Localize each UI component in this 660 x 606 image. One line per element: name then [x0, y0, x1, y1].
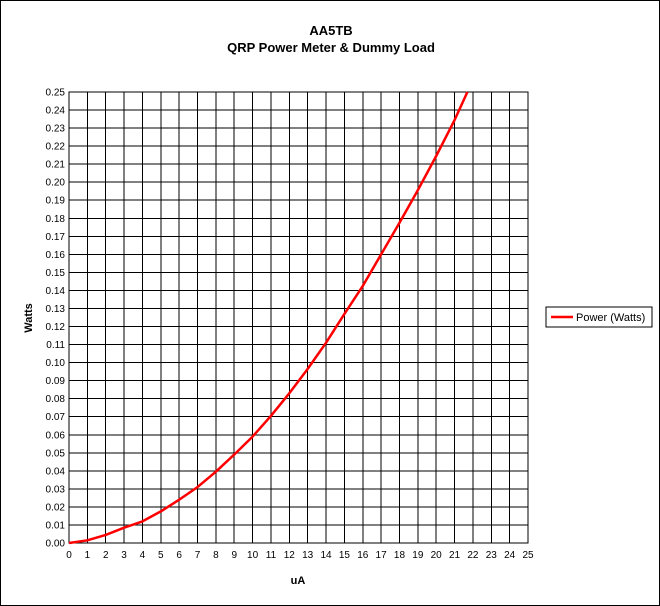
- plot-area-border: [68, 91, 529, 544]
- y-tick-label: 0.01: [46, 520, 66, 531]
- legend: Power (Watts): [545, 306, 653, 328]
- y-tick-label: 0.21: [46, 160, 66, 171]
- y-tick-label: 0.14: [46, 286, 66, 297]
- x-tick-label: 7: [195, 550, 201, 561]
- chart-title-line-2: QRP Power Meter & Dummy Load: [227, 40, 435, 55]
- y-tick-label: 0.25: [46, 88, 66, 99]
- x-tick-label: 16: [357, 550, 369, 561]
- y-tick-label: 0.09: [46, 376, 66, 387]
- y-tick-label: 0.17: [46, 232, 66, 243]
- series-layer: [68, 91, 469, 545]
- y-tick-label: 0.18: [46, 214, 66, 225]
- x-tick-label: 21: [449, 550, 461, 561]
- y-tick-label: 0.10: [46, 358, 66, 369]
- y-tick-label: 0.19: [46, 196, 66, 207]
- y-tick-label: 0.12: [46, 322, 66, 333]
- x-tick-label: 12: [284, 550, 296, 561]
- x-tick-label: 22: [467, 550, 479, 561]
- x-tick-label: 11: [266, 550, 277, 561]
- x-tick-label: 10: [247, 550, 259, 561]
- y-tick-label: 0.16: [46, 250, 66, 261]
- y-tick-label: 0.04: [46, 466, 66, 477]
- y-tick-label: 0.11: [46, 340, 65, 351]
- grid-layer: [68, 91, 529, 544]
- x-tick-label: 17: [376, 550, 388, 561]
- x-tick-label: 24: [504, 550, 516, 561]
- y-tick-label: 0.22: [46, 142, 66, 153]
- x-tick-label: 14: [320, 550, 332, 561]
- y-tick-label: 0.03: [46, 484, 66, 495]
- x-tick-label: 3: [121, 550, 127, 561]
- x-tick-label: 8: [213, 550, 219, 561]
- x-tick-label: 0: [66, 550, 72, 561]
- x-tick-label: 1: [85, 550, 91, 561]
- y-tick-label: 0.06: [46, 430, 66, 441]
- chart-title-line-1: AA5TB: [309, 23, 352, 38]
- y-tick-label: 0.00: [46, 539, 66, 550]
- x-tick-label: 23: [486, 550, 498, 561]
- x-axis-title: uA: [291, 575, 306, 587]
- x-tick-label: 18: [394, 550, 406, 561]
- series-line-power: [68, 91, 469, 545]
- legend-box: [545, 306, 653, 328]
- legend-series-label: Power (Watts): [576, 312, 645, 324]
- x-tick-label: 25: [522, 550, 534, 561]
- y-tick-label: 0.05: [46, 448, 66, 459]
- x-tick-label: 5: [158, 550, 164, 561]
- x-tick-label: 20: [431, 550, 443, 561]
- y-tick-label: 0.08: [46, 394, 66, 405]
- y-tick-labels: 0.00 0.01 0.02 0.03 0.04 0.05 0.06 0.07 0.08 0.09…: [46, 88, 66, 550]
- x-tick-label: 19: [412, 550, 424, 561]
- x-tick-label: 4: [140, 550, 146, 561]
- y-tick-label: 0.24: [46, 106, 66, 117]
- y-tick-label: 0.20: [46, 178, 66, 189]
- x-tick-label: 6: [176, 550, 182, 561]
- y-tick-label: 0.23: [46, 124, 66, 135]
- x-tick-labels: 0 1 2 3 4 5 6 7 8 9 10 11 12 13 14 15 16 17 18 19 20 21 22 23 24…: [66, 550, 534, 561]
- y-tick-label: 0.13: [46, 304, 66, 315]
- y-tick-label: 0.02: [46, 502, 66, 513]
- y-tick-label: 0.07: [46, 412, 66, 423]
- y-tick-label: 0.15: [46, 268, 66, 279]
- x-tick-label: 2: [103, 550, 109, 561]
- x-tick-label: 13: [302, 550, 314, 561]
- x-tick-label: 9: [231, 550, 237, 561]
- y-axis-title: Watts: [23, 303, 35, 333]
- x-tick-label: 15: [339, 550, 351, 561]
